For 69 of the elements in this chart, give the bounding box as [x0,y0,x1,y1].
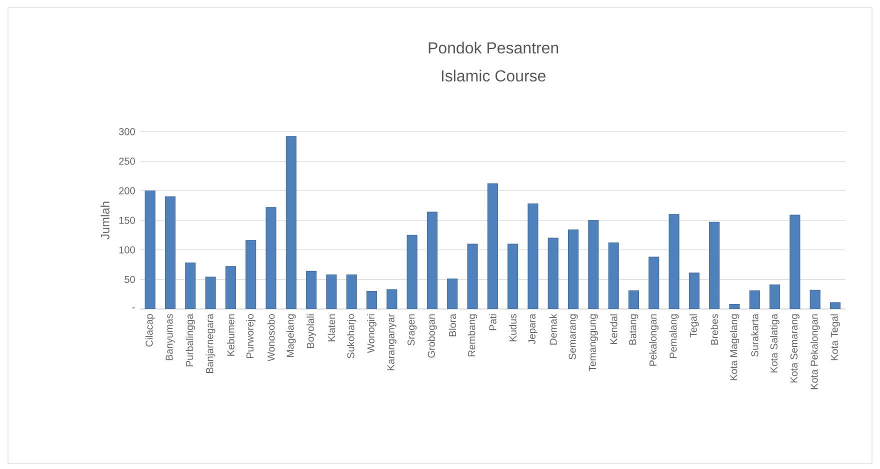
bar [366,290,378,309]
bar [568,230,579,309]
x-tick-label: Blora [448,314,456,336]
bar [487,183,498,309]
x-tick-label: Sragen [408,314,417,346]
x-tick-label: Sukoharjo [346,314,356,358]
x-tick-label: Magelang [286,314,296,357]
x-tick-label: Pemalang [669,314,679,358]
bar [648,256,660,309]
y-tick-label: 50 [124,276,135,283]
x-tick-label: Wonosobo [267,314,275,362]
x-tick-label: Boyolali [306,314,316,348]
x-tick-label: Karanganyar [387,314,396,370]
bar [225,266,236,309]
x-tick-label: Klaten [328,314,336,342]
bar [164,196,176,309]
x-tick-label: Kota Pekalongan [810,314,820,390]
bar [508,244,518,309]
x-tick-label: Kota Magelang [730,314,740,380]
x-tick-label: Pekalongan [649,314,659,366]
y-tick-label: 150 [119,216,135,224]
x-tick-label: Banjarnegara [206,314,216,373]
bar [346,274,357,309]
bar [770,284,780,309]
bar [608,242,619,309]
y-tick-label: 300 [118,128,135,136]
x-tick-label: Wonogiri [367,314,376,353]
x-tick-label: Batang [629,314,638,345]
x-tick-label: Kudus [509,314,516,342]
bar [144,190,156,309]
bar [548,238,558,309]
x-tick-label: Kota Tegal [830,314,840,360]
x-tick-label: Banyumas [166,314,175,360]
bar [246,240,256,309]
x-tick-label: Kendal [610,314,618,344]
x-tick-label: Brebes [710,314,718,345]
chart-title: Pondok Pesantren [428,42,558,54]
x-tick-label: Grobogan [428,314,437,358]
x-tick-label: Demak [549,314,557,345]
x-tick-label: Tegal [690,314,699,338]
bar [628,290,640,309]
x-tick-label: Purbalingga [186,314,196,366]
y-tick-label: 100 [119,246,135,254]
y-tick-label: 250 [119,158,135,165]
y-tick-label: - [132,307,135,308]
x-tick-label: Temanggung [588,314,598,372]
bar [426,212,438,309]
y-tick-label: 200 [119,187,135,194]
bar [709,222,720,309]
x-tick-label: Kebumen [227,314,234,356]
bar [688,272,700,309]
x-tick-label: Surakarta [750,314,758,357]
x-tick-label: Rembang [468,314,478,356]
chart-subtitle: Islamic Course [442,70,546,82]
bar [749,290,760,309]
bar [286,136,296,309]
x-tick-label: Kota Salatiga [770,314,780,372]
bar [447,278,458,309]
bar [386,289,398,309]
x-tick-label: Kota Semarang [790,314,800,382]
bar [306,270,317,309]
y-axis-title: Jumlah [100,202,110,240]
x-tick-label: Cilacap [145,314,155,347]
bar [185,262,196,309]
bar [810,290,820,309]
x-tick-label: Purworejo [246,314,256,358]
x-tick-label: Pati [489,314,496,330]
x-tick-label: Semarang [568,314,578,360]
x-tick-label: Jepara [528,314,538,344]
